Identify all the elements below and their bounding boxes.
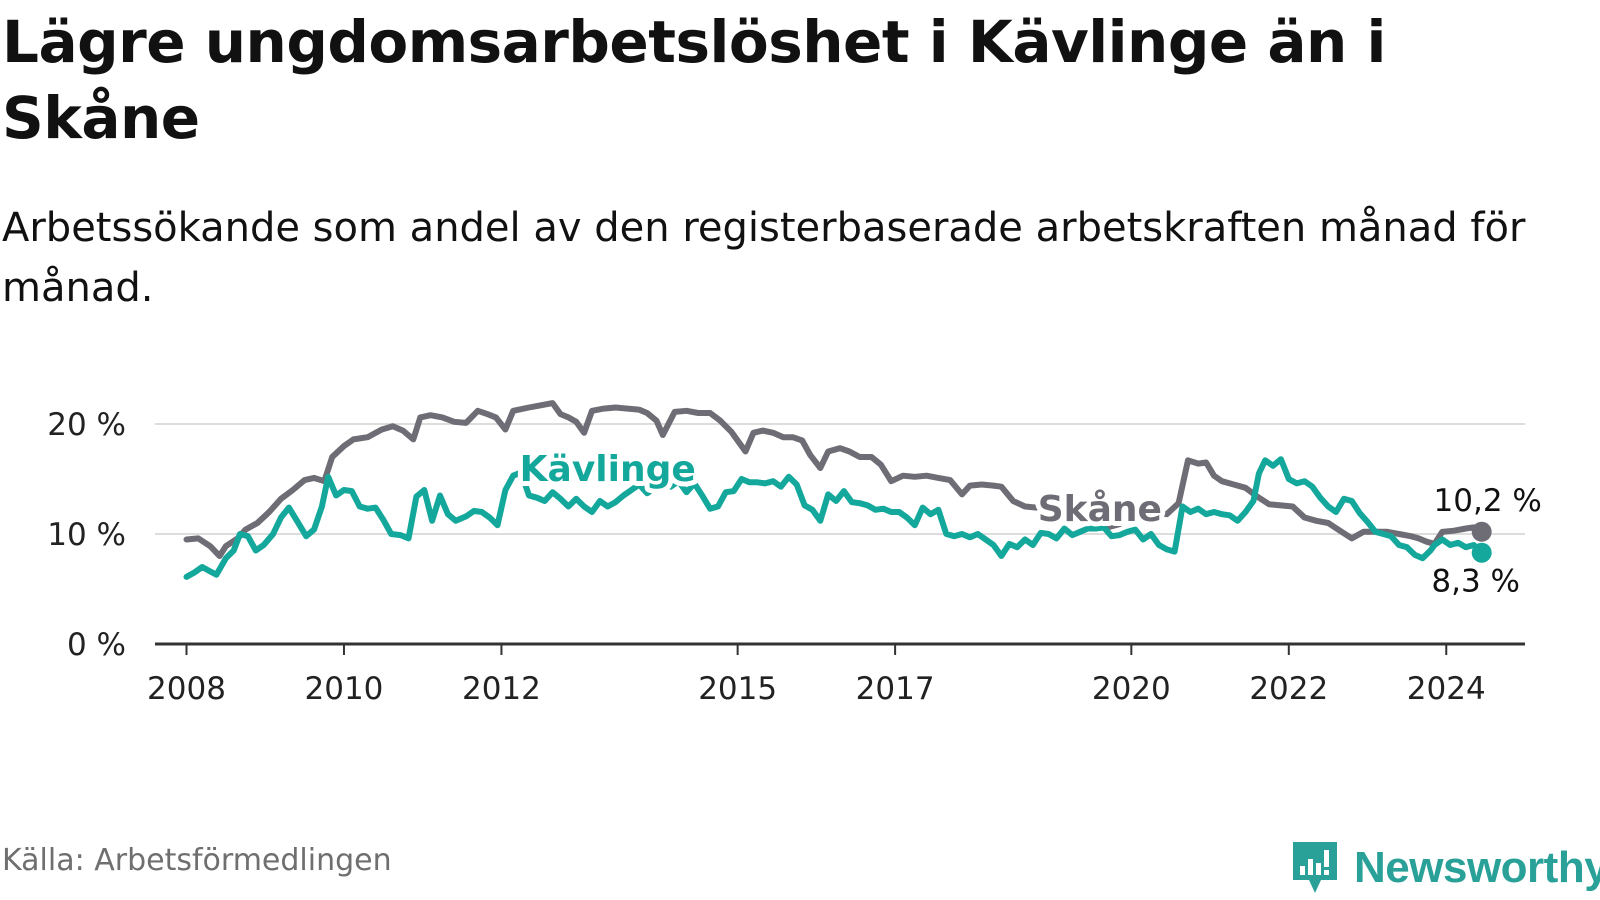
- y-tick-label: 10 %: [47, 517, 126, 553]
- x-axis: 2008 2010 2012 2015 2017 2020 2022 2024: [147, 642, 1525, 707]
- x-tick-label: 2017: [856, 671, 935, 707]
- x-tick-label: 2010: [305, 671, 384, 707]
- x-tick-label: 2020: [1092, 671, 1171, 707]
- newsworthy-icon: [1293, 842, 1337, 893]
- x-tick-label: 2015: [698, 671, 777, 707]
- chart-subtitle: Arbetssökande som andel av den registerb…: [2, 205, 1526, 311]
- x-tick-label: 2022: [1249, 671, 1328, 707]
- series-lines: [183, 400, 1485, 580]
- series-label-kavlinge: Kävlinge: [520, 449, 696, 490]
- chart-labels: Kävlinge Skåne 10,2 % 8,3 %: [515, 444, 1542, 600]
- line-chart: 0 % 10 % 20 % 2008 2010 2012 2015 2017 2020 2022…: [47, 400, 1542, 707]
- grid-lines: 0 % 10 % 20 %: [47, 407, 1525, 663]
- series-endpoint-kavlinge: [1471, 542, 1492, 563]
- end-value-label-kavlinge: 8,3 %: [1431, 564, 1520, 600]
- x-tick-label: 2012: [462, 671, 541, 707]
- y-tick-label: 20 %: [47, 407, 126, 443]
- series-line-kavlinge: [183, 456, 1485, 580]
- brand-logo[interactable]: Newsworthy: [1290, 838, 1600, 898]
- source-note: Källa: Arbetsförmedlingen: [2, 843, 392, 878]
- x-tick-label: 2024: [1407, 671, 1486, 707]
- series-label-skane: Skåne: [1038, 489, 1162, 530]
- series-endpoint-skane: [1471, 521, 1492, 542]
- x-tick-label: 2008: [147, 671, 226, 707]
- series-line-skane: [183, 400, 1485, 559]
- end-value-label-skane: 10,2 %: [1434, 483, 1542, 519]
- y-tick-label: 0 %: [67, 627, 126, 663]
- brand-name: Newsworthy: [1354, 843, 1600, 892]
- chart-title: Lägre ungdomsarbetslöshet i Kävlinge än …: [2, 8, 1386, 152]
